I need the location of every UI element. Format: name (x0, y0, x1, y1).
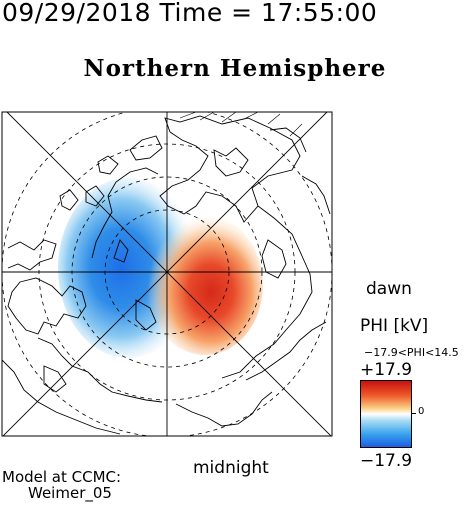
model-source: Model at CCMC: (2, 468, 122, 486)
potential-positive-cell (147, 215, 263, 355)
colorbar-min-label: −17.9 (360, 451, 413, 471)
model-name: Weimer_05 (28, 484, 112, 502)
colorbar (360, 380, 412, 448)
meridian-line (6, 112, 332, 436)
timestamp: 09/29/2018 Time = 17:55:00 (2, 0, 378, 27)
colorbar-range: −17.9<PHI<14.5 (364, 346, 459, 359)
colorbar-max-label: +17.9 (360, 360, 413, 380)
map-title: Northern Hemisphere (83, 55, 387, 82)
dawn-label: dawn (366, 279, 412, 299)
map-frame (1, 111, 333, 437)
colorbar-zero-label: 0 (418, 406, 425, 417)
polar-map (1, 111, 333, 437)
grid-hatch (179, 112, 303, 137)
midnight-label: midnight (193, 458, 269, 478)
meridian-line (2, 112, 328, 436)
colorbar-title: PHI [kV] (360, 316, 429, 336)
coastlines (2, 115, 331, 435)
colorbar-zero-tick (411, 413, 416, 414)
